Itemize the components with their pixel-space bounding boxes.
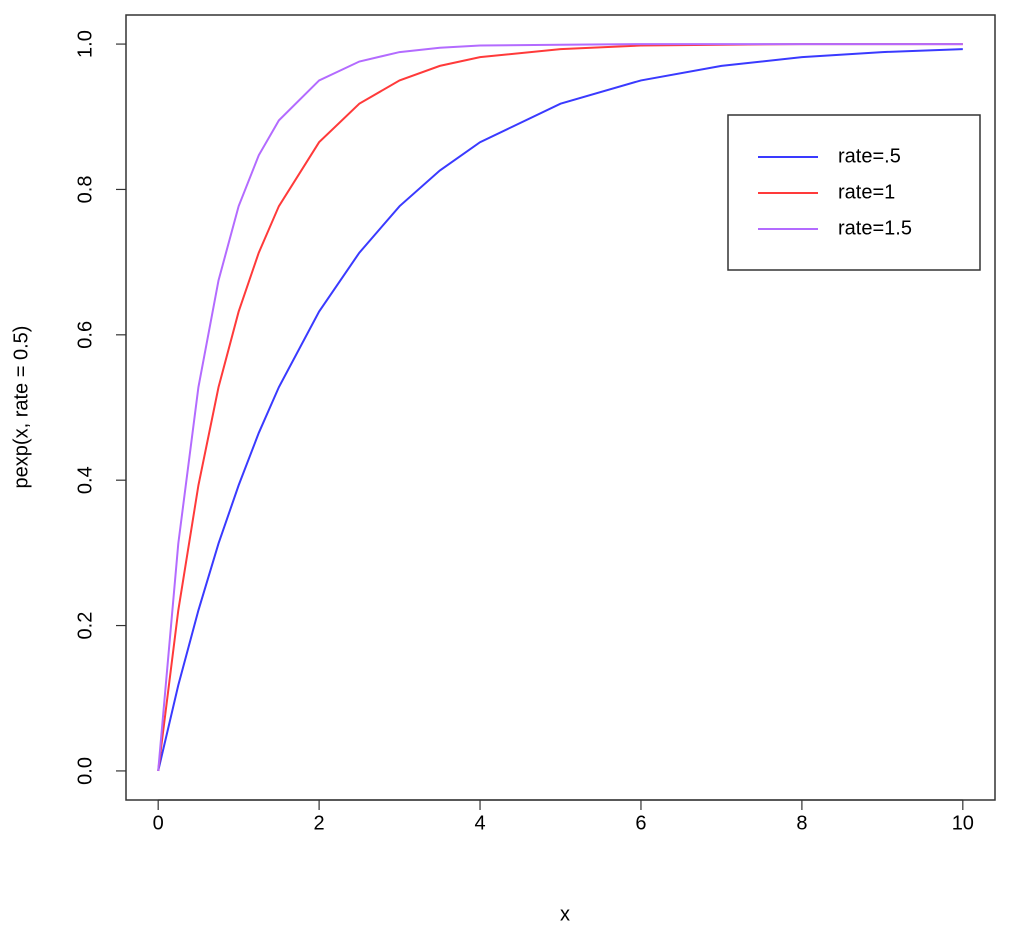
x-tick-label: 10 [952,812,974,834]
legend-label: rate=.5 [838,145,901,167]
series-line [157,48,963,772]
y-tick-label: 0.6 [74,321,96,349]
y-tick-label: 0.4 [74,466,96,494]
legend-label: rate=1.5 [838,217,912,239]
x-tick-label: 0 [153,812,164,834]
x-tick-label: 8 [796,812,807,834]
y-tick-label: 1.0 [74,30,96,58]
legend-label: rate=1 [838,181,895,203]
y-tick-label: 0.2 [74,612,96,640]
y-tick-label: 0.8 [74,176,96,204]
y-axis-label: pexp(x, rate = 0.5) [10,326,32,489]
y-tick-label: 0.0 [74,757,96,785]
x-axis-label: x [560,903,570,925]
x-tick-label: 2 [314,812,325,834]
x-tick-label: 6 [635,812,646,834]
series-line [157,43,963,772]
x-tick-label: 4 [474,812,485,834]
